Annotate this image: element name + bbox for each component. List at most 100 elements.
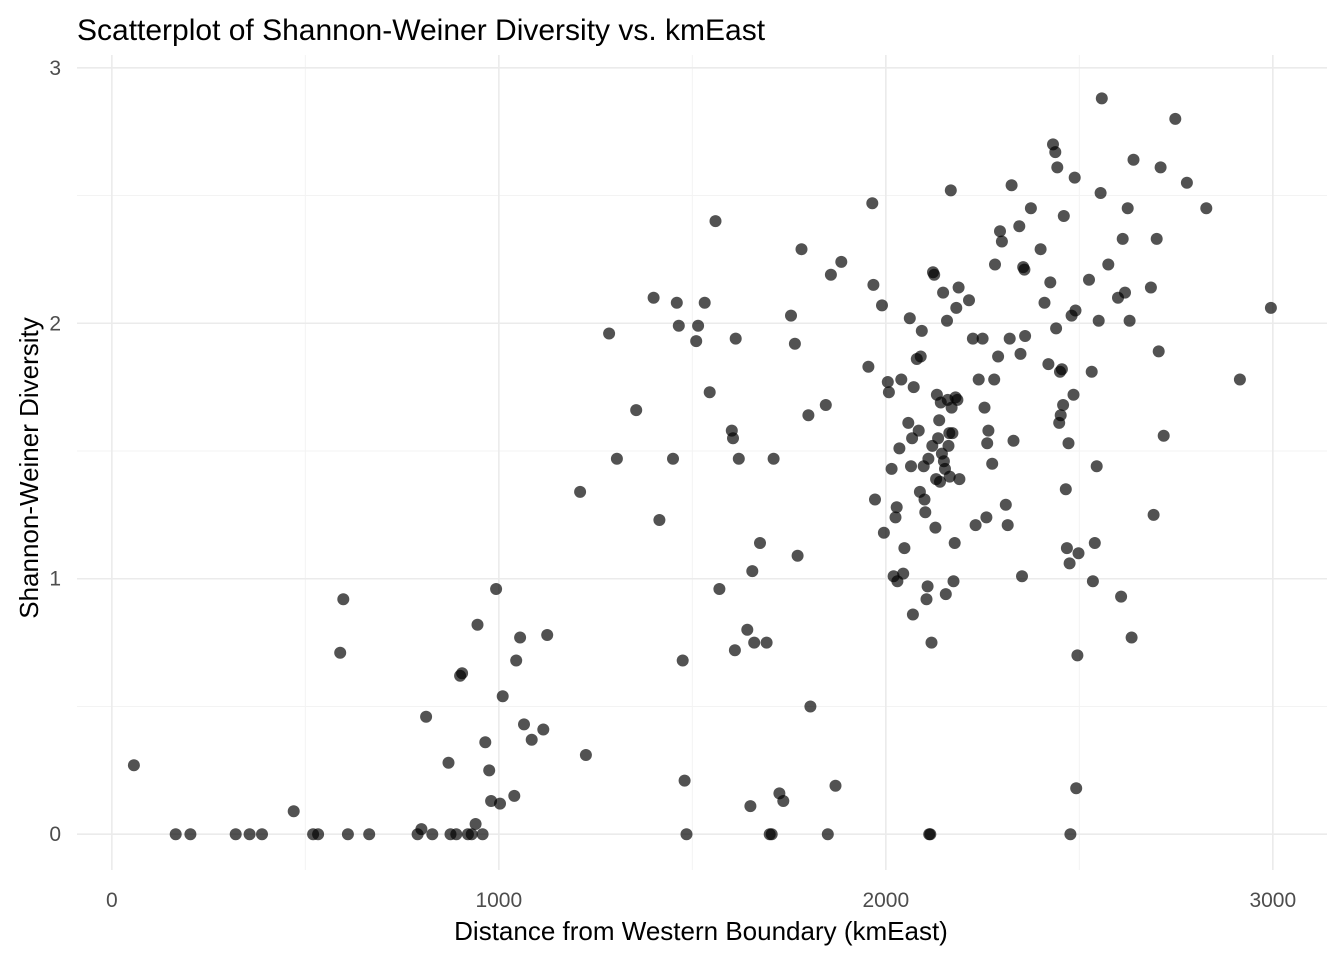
data-point xyxy=(948,537,961,549)
data-point xyxy=(653,514,666,526)
data-point xyxy=(1049,146,1062,159)
data-point xyxy=(907,381,920,394)
data-point xyxy=(1127,153,1140,166)
data-point xyxy=(698,296,711,309)
data-point xyxy=(829,779,842,792)
data-point xyxy=(785,309,797,322)
data-point xyxy=(925,636,938,649)
y-tick-label: 0 xyxy=(49,823,61,846)
data-point xyxy=(579,749,592,761)
data-point xyxy=(912,424,925,437)
data-point xyxy=(678,774,691,787)
data-point xyxy=(1067,388,1080,401)
data-point xyxy=(1125,631,1138,644)
data-point xyxy=(924,828,937,841)
data-point xyxy=(603,327,616,340)
data-point xyxy=(932,432,945,445)
y-axis-label: Shannon-Weiner Diversity xyxy=(14,317,44,619)
data-point xyxy=(1147,508,1160,521)
data-point xyxy=(939,588,952,601)
data-point xyxy=(1024,202,1037,215)
data-point xyxy=(999,498,1012,511)
data-point xyxy=(889,511,902,524)
data-point xyxy=(791,549,804,562)
data-point xyxy=(1169,112,1182,125)
data-point xyxy=(713,583,726,595)
data-point xyxy=(869,493,881,506)
data-point xyxy=(1092,314,1105,327)
data-point xyxy=(1102,258,1115,271)
data-point xyxy=(920,593,933,606)
data-point xyxy=(741,623,754,636)
data-point xyxy=(1154,161,1167,174)
data-point xyxy=(1144,281,1157,294)
data-point xyxy=(952,281,965,294)
data-point xyxy=(490,583,503,595)
data-point xyxy=(454,669,467,682)
data-point xyxy=(1013,220,1026,233)
data-point xyxy=(1152,345,1165,358)
data-point xyxy=(1150,232,1163,245)
data-point xyxy=(819,399,832,411)
data-point xyxy=(1059,483,1072,496)
data-point xyxy=(334,646,347,659)
data-point xyxy=(943,470,956,483)
data-point xyxy=(906,608,919,621)
data-point xyxy=(765,828,778,841)
data-point xyxy=(703,386,716,399)
data-point xyxy=(881,376,894,388)
data-point xyxy=(947,575,960,588)
data-point xyxy=(821,828,834,841)
data-point xyxy=(1005,179,1018,192)
data-point xyxy=(1085,365,1098,378)
data-point xyxy=(1072,547,1085,560)
data-point xyxy=(1069,304,1082,317)
data-point xyxy=(982,424,995,437)
x-tick-label: 2000 xyxy=(862,889,909,912)
data-point xyxy=(992,350,1005,363)
data-point xyxy=(243,828,256,841)
data-point xyxy=(312,828,325,841)
data-point xyxy=(729,332,742,345)
data-point xyxy=(919,506,932,519)
data-point xyxy=(767,452,780,465)
data-point xyxy=(1116,232,1129,245)
data-point xyxy=(915,324,928,337)
data-point xyxy=(1051,161,1064,174)
data-point xyxy=(1068,171,1081,184)
data-point xyxy=(890,501,903,514)
x-axis-ticks: 0 1000 2000 3000 xyxy=(106,889,1296,912)
data-point xyxy=(1083,273,1095,286)
data-point xyxy=(630,404,643,417)
data-point xyxy=(944,184,957,197)
x-tick-label: 0 xyxy=(106,889,118,912)
data-point xyxy=(937,286,950,299)
data-point xyxy=(928,268,941,281)
data-point xyxy=(1055,363,1068,376)
data-point xyxy=(1064,828,1077,841)
data-point xyxy=(732,452,745,465)
data-point xyxy=(465,828,478,841)
data-point xyxy=(1071,649,1084,662)
data-point xyxy=(508,789,521,802)
data-point xyxy=(934,475,946,488)
data-point xyxy=(866,197,879,210)
data-point xyxy=(795,243,808,256)
data-point xyxy=(978,401,991,414)
data-point xyxy=(995,235,1008,248)
data-point xyxy=(966,332,979,345)
data-point xyxy=(1038,296,1051,309)
data-point xyxy=(986,457,999,470)
grid-lines xyxy=(77,55,1327,870)
y-tick-label: 1 xyxy=(49,568,61,591)
data-point xyxy=(1001,519,1014,532)
data-point xyxy=(256,828,268,841)
data-point xyxy=(760,636,773,649)
data-point xyxy=(469,818,482,830)
data-point xyxy=(610,452,623,465)
data-point xyxy=(1090,460,1103,473)
data-point xyxy=(442,756,455,769)
data-point xyxy=(1016,570,1028,583)
data-point xyxy=(1157,429,1170,442)
data-point xyxy=(921,580,934,593)
